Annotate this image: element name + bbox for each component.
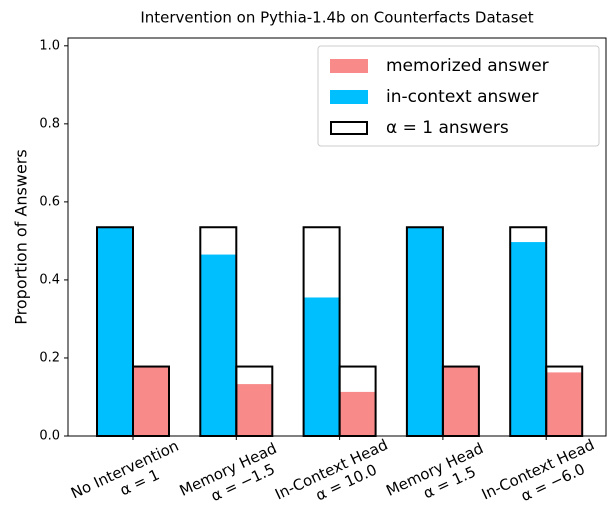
bar [200, 254, 237, 436]
bar [236, 384, 273, 436]
chart-title: Intervention on Pythia-1.4b on Counterfa… [140, 9, 533, 27]
y-tick-label: 0.2 [39, 350, 60, 365]
bar [406, 227, 443, 436]
legend: memorized answer in-context answer α = 1 a… [317, 45, 600, 147]
legend-label: in-context answer [386, 87, 539, 107]
legend-swatch [330, 59, 368, 73]
y-tick-label: 0.8 [39, 116, 60, 131]
bar [442, 366, 479, 436]
y-tick-label: 0.0 [39, 429, 60, 444]
bar [133, 366, 169, 436]
legend-label: memorized answer [386, 56, 549, 76]
legend-label: α = 1 answers [386, 118, 509, 138]
bar [510, 242, 547, 436]
y-tick-label: 0.6 [39, 194, 60, 209]
bar [546, 372, 583, 436]
y-tick-label: 1.0 [39, 38, 60, 53]
legend-frame [317, 45, 600, 147]
legend-swatch [330, 90, 368, 104]
y-axis-label: Proportion of Answers [12, 149, 31, 324]
bar [303, 297, 340, 436]
bar [339, 391, 376, 436]
plot-frame [67, 37, 607, 437]
legend-swatch [330, 121, 368, 135]
bar [97, 227, 133, 436]
y-tick-label: 0.4 [39, 272, 60, 287]
